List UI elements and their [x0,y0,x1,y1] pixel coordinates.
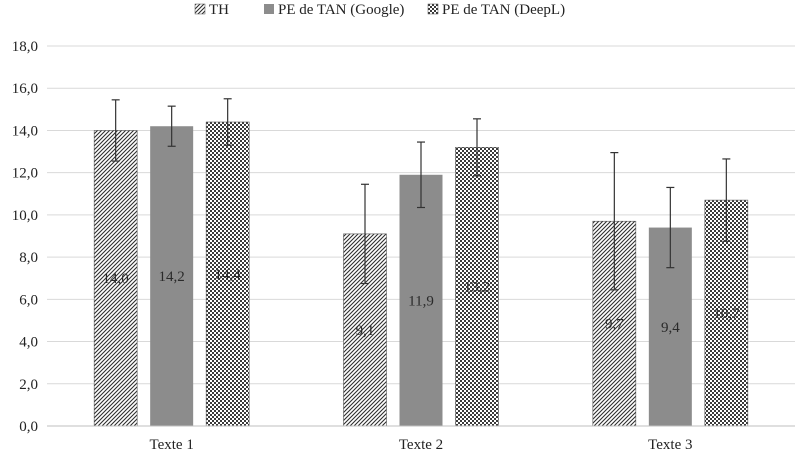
y-tick-label: 2,0 [19,377,38,393]
bars: 14,0 9,1 9,7 14,2 11,9 9,4 14,4 13,2 10,7 [93,98,749,427]
bar [93,130,138,427]
y-tick-label: 12,0 [12,166,38,182]
data-label: 13,2 [464,280,490,296]
legend-label: TH [209,2,229,18]
data-label: 10,7 [713,306,740,322]
data-label: 11,9 [408,293,434,309]
x-axis: Texte 1 Texte 2 Texte 3 [47,425,795,453]
data-label: 9,1 [356,323,375,339]
y-axis: 0,0 2,0 4,0 6,0 8,0 10,0 12,0 14,0 16,0 18,0 [12,39,38,435]
y-tick-label: 18,0 [12,39,38,55]
bar [399,174,443,426]
data-label: 9,4 [661,320,680,336]
legend-swatch [427,3,439,15]
data-label: 14,2 [159,269,185,285]
legend: TH PE de TAN (Google) PE de TAN (DeepL) [194,2,565,18]
legend-label: PE de TAN (DeepL) [442,2,565,18]
legend-swatch [194,3,206,15]
bar [205,121,250,427]
data-label: 14,4 [215,267,242,283]
legend-label: PE de TAN (Google) [278,2,404,18]
y-tick-label: 10,0 [12,208,38,224]
y-tick-label: 16,0 [12,81,38,97]
y-tick-label: 4,0 [19,335,38,351]
x-tick-label: Texte 1 [149,437,193,453]
x-tick-label: Texte 3 [648,437,692,453]
legend-swatch [264,4,274,14]
y-tick-label: 8,0 [19,250,38,266]
x-tick-label: Texte 2 [399,437,443,453]
data-label: 9,7 [605,317,624,333]
y-tick-label: 0,0 [19,419,38,435]
y-tick-label: 6,0 [19,292,38,308]
bar [150,126,194,426]
data-label: 14,0 [103,271,129,287]
y-tick-label: 14,0 [12,123,38,139]
